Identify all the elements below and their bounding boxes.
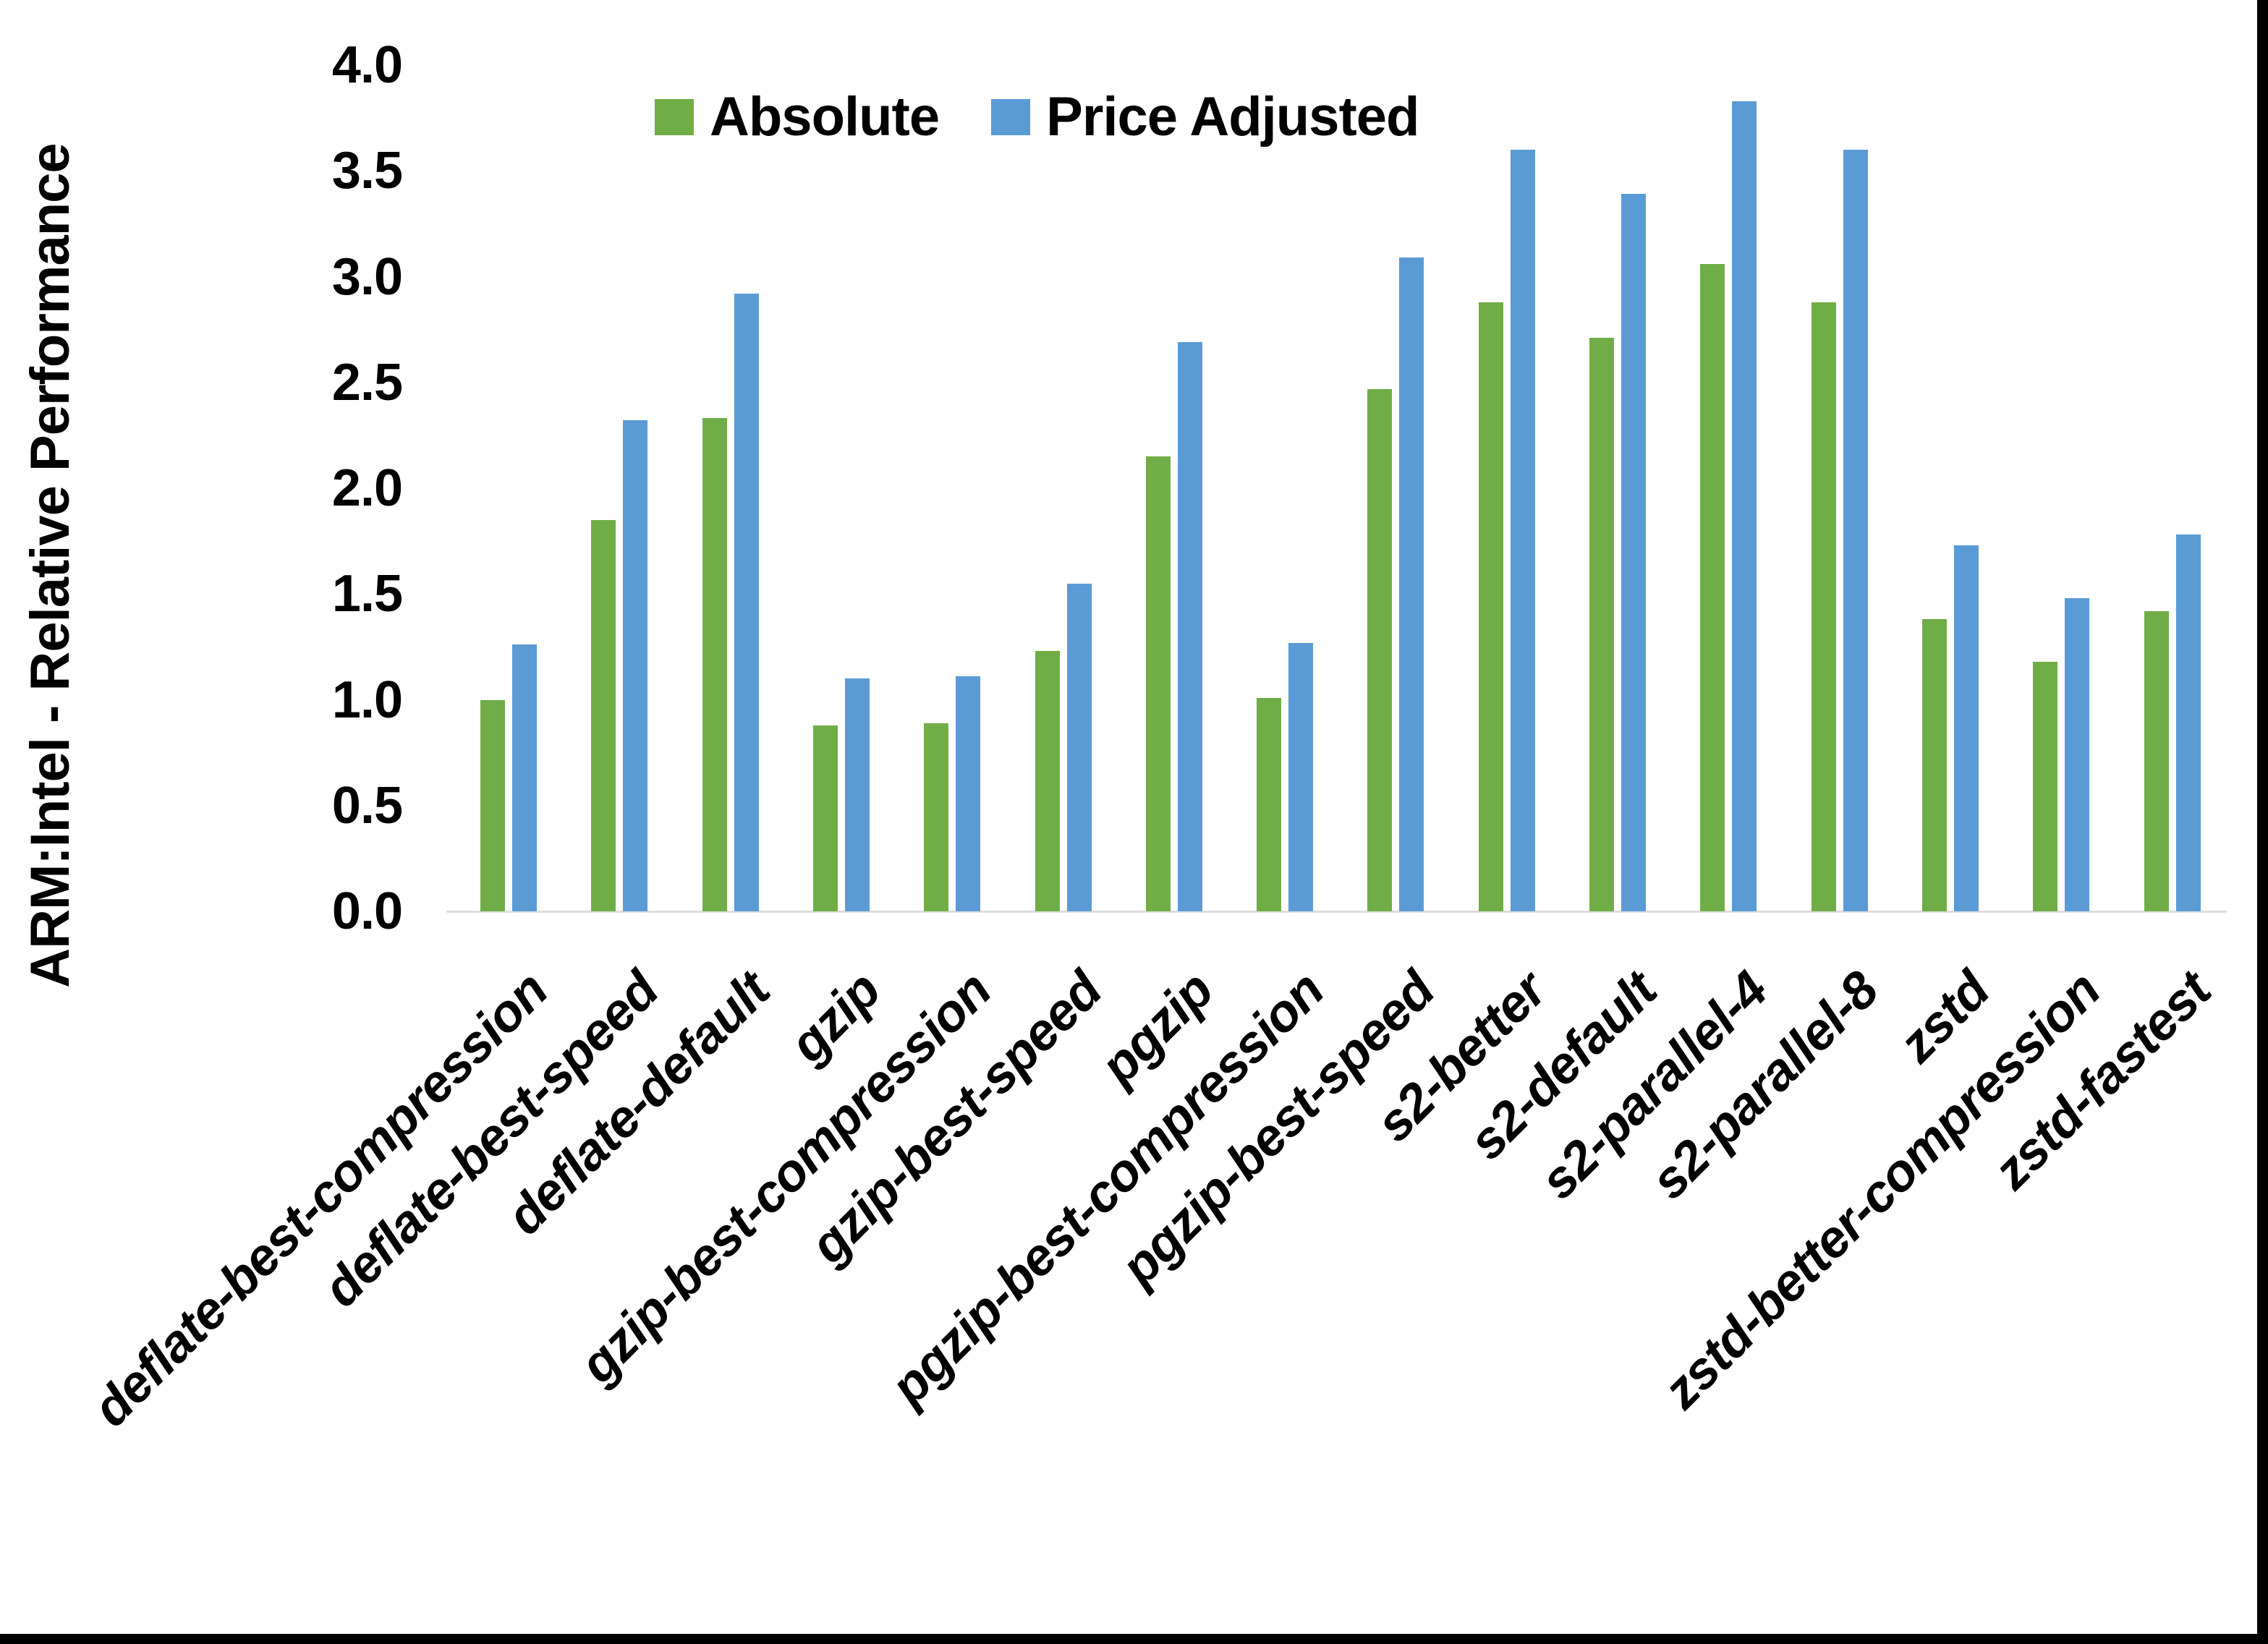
bar-absolute-s2-better xyxy=(1478,302,1503,911)
bar-absolute-pgzip-best-compression xyxy=(1257,697,1282,911)
bar-price-adjusted-gzip-best-compression xyxy=(956,676,981,911)
bar-group-s2-better xyxy=(1478,65,1535,911)
bar-group-pgzip xyxy=(1145,65,1202,911)
bar-absolute-pgzip-best-speed xyxy=(1367,388,1393,911)
bar-group-gzip-best-compression xyxy=(924,65,981,911)
bar-price-adjusted-s2-parallel-8 xyxy=(1843,150,1868,911)
bar-price-adjusted-s2-parallel-4 xyxy=(1732,101,1757,911)
bar-price-adjusted-deflate-best-compression xyxy=(512,644,537,911)
y-tick-label: 2.0 xyxy=(331,459,403,517)
bar-price-adjusted-gzip xyxy=(844,678,870,911)
bar-price-adjusted-s2-default xyxy=(1621,194,1646,911)
y-tick-label: 2.5 xyxy=(331,353,403,412)
y-tick-label: 0.5 xyxy=(331,776,403,835)
bar-absolute-gzip-best-speed xyxy=(1035,651,1060,911)
legend-label: Absolute xyxy=(710,86,940,148)
legend-item-price-adjusted: Price Adjusted xyxy=(991,88,1419,146)
y-tick-label: 3.5 xyxy=(331,142,403,200)
y-tick-label: 4.0 xyxy=(331,36,403,94)
bar-absolute-gzip-best-compression xyxy=(924,723,949,911)
bar-absolute-gzip xyxy=(812,725,838,911)
bar-absolute-zstd-fastest xyxy=(2144,610,2169,911)
bar-group-s2-default xyxy=(1589,65,1646,911)
bar-group-s2-parallel-4 xyxy=(1700,65,1757,911)
y-axis-title: ARM:Intel - Relative Performance xyxy=(20,143,81,988)
bar-group-gzip-best-speed xyxy=(1035,65,1092,911)
bar-price-adjusted-pgzip-best-compression xyxy=(1288,642,1314,911)
bar-group-gzip xyxy=(812,65,870,911)
y-tick-label: 1.5 xyxy=(331,565,403,623)
bar-group-deflate-default xyxy=(702,65,759,911)
bar-group-zstd-fastest xyxy=(2144,65,2201,911)
bar-group-pgzip-best-compression xyxy=(1257,65,1314,911)
legend: Absolute Price Adjusted xyxy=(655,88,1419,146)
bar-price-adjusted-zstd-better-compression xyxy=(2065,598,2090,911)
bar-absolute-zstd xyxy=(1921,619,1947,911)
bar-group-deflate-best-speed xyxy=(591,65,648,911)
bar-price-adjusted-deflate-default xyxy=(734,293,759,911)
bar-absolute-deflate-best-compression xyxy=(480,699,505,911)
bar-group-s2-parallel-8 xyxy=(1811,65,1868,911)
bar-group-deflate-best-compression xyxy=(480,65,537,911)
screen-right-border xyxy=(2257,0,2268,1644)
bar-absolute-s2-parallel-8 xyxy=(1811,302,1836,911)
y-tick-label: 0.0 xyxy=(331,882,403,940)
legend-swatch-icon xyxy=(991,99,1031,135)
bar-price-adjusted-gzip-best-speed xyxy=(1066,583,1092,911)
bar-absolute-deflate-default xyxy=(702,418,727,911)
bar-absolute-deflate-best-speed xyxy=(591,519,616,911)
bar-price-adjusted-deflate-best-speed xyxy=(623,420,648,911)
bar-absolute-s2-parallel-4 xyxy=(1700,263,1725,911)
bar-group-pgzip-best-speed xyxy=(1367,65,1424,911)
bar-group-zstd xyxy=(1921,65,1979,911)
bar-price-adjusted-s2-better xyxy=(1510,150,1535,911)
bar-price-adjusted-pgzip xyxy=(1177,342,1202,911)
bar-absolute-pgzip xyxy=(1145,456,1171,911)
bar-price-adjusted-zstd xyxy=(1953,545,1979,911)
x-tick-label-deflate-best-compression: deflate-best-compression xyxy=(81,961,559,1438)
bar-price-adjusted-pgzip-best-speed xyxy=(1399,257,1424,911)
screen-bottom-border xyxy=(0,1634,2268,1644)
y-tick-label: 3.0 xyxy=(331,247,403,306)
legend-item-absolute: Absolute xyxy=(655,86,940,148)
legend-label: Price Adjusted xyxy=(1046,86,1419,148)
bar-absolute-zstd-better-compression xyxy=(2033,661,2058,911)
x-axis-line xyxy=(446,911,2227,913)
legend-swatch-icon xyxy=(655,99,694,135)
bar-group-zstd-better-compression xyxy=(2033,65,2090,911)
plot-area xyxy=(446,65,2227,913)
bar-price-adjusted-zstd-fastest xyxy=(2175,534,2201,911)
bar-absolute-s2-default xyxy=(1589,338,1614,911)
y-tick-label: 1.0 xyxy=(331,670,403,729)
